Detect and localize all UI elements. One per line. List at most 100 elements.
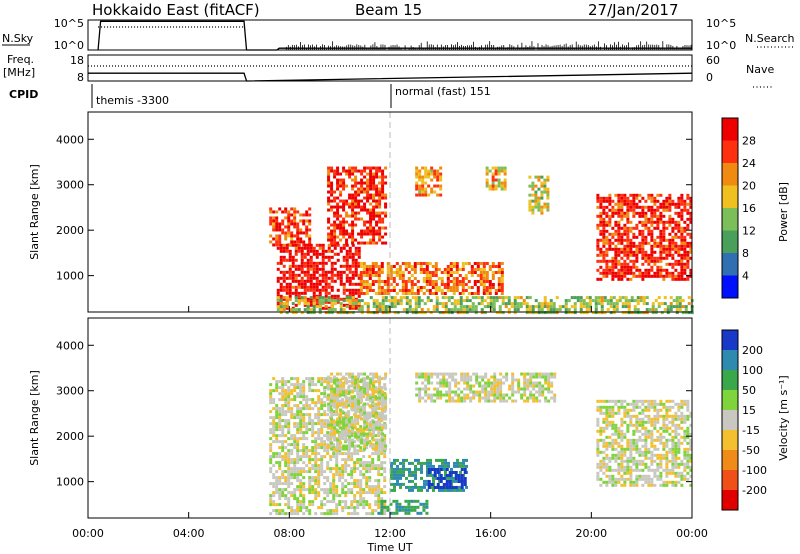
velocity-cell [281,380,285,384]
power-cell [309,258,313,262]
velocity-cell [650,462,654,466]
power-cell [375,311,379,315]
power-cell [470,268,474,271]
power-cell [671,220,675,224]
power-cell [665,208,669,212]
velocity-cell [287,437,291,441]
velocity-cell [608,474,612,478]
velocity-cell [390,461,393,465]
velocity-cell [296,440,300,444]
power-cell [479,274,483,277]
power-cell [458,268,462,271]
power-cell [369,196,373,200]
power-cell [351,208,355,212]
velocity-cell [641,432,645,436]
power-cell [494,184,498,188]
power-cell [336,258,340,262]
power-cell [290,231,294,235]
velocity-cell [278,509,282,513]
velocity-cell [365,485,369,489]
velocity-cell [272,425,276,429]
velocity-cell [353,506,357,510]
velocity-cell [362,467,366,471]
power-cell [369,238,373,242]
power-cell [425,265,429,268]
power-cell [393,305,397,309]
power-cell [351,193,355,197]
power-cell [636,311,640,315]
power-cell [336,187,340,191]
power-cell [510,305,514,309]
velocity-cell [448,480,452,483]
velocity-cell [359,497,363,501]
power-cell [678,299,682,303]
velocity-cell [372,438,376,442]
power-cell [330,270,334,274]
velocity-cell [348,375,352,379]
power-cell [324,261,328,265]
velocity-cell [362,497,366,501]
power-cell [479,268,483,271]
power-cell [417,302,421,306]
power-cell [602,226,606,230]
power-cell [647,226,651,230]
power-cell [686,262,690,266]
velocity-cell [293,512,297,516]
power-cell [327,175,331,179]
velocity-cell [371,509,375,513]
power-cell [327,296,331,300]
velocity-cell [329,509,333,513]
velocity-cell [323,392,327,396]
velocity-cell [323,470,327,474]
velocity-cell [656,468,660,472]
power-cell [599,247,603,251]
power-cell [360,172,364,176]
power-cell [531,305,535,309]
velocity-cell [344,464,348,468]
power-cell [638,229,642,233]
nsearch-label: N.Search [745,32,795,45]
power-cell [306,276,310,280]
power-cell [339,305,343,309]
velocity-cell [617,429,621,433]
velocity-cell [278,467,282,471]
power-cell [635,202,639,206]
velocity-cell [305,413,309,417]
velocity-cell [269,395,273,399]
power-cell [638,232,642,236]
power-cell [602,232,606,236]
velocity-cell [626,423,630,427]
power-cell [633,311,637,315]
velocity-cell [314,488,318,492]
velocity-cell [275,455,279,459]
velocity-cell [293,443,297,447]
velocity-cell [647,405,651,409]
velocity-cell [278,455,282,459]
velocity-cell [404,508,408,512]
power-cell [549,311,553,315]
power-cell [275,234,279,238]
power-cell [605,205,609,209]
power-cell [531,187,535,191]
power-cell [641,244,645,248]
power-cell [641,232,645,236]
power-cell [321,306,325,310]
velocity-cell [371,377,375,381]
velocity-cell [278,407,282,411]
velocity-cell [626,465,630,469]
velocity-cell [375,414,379,418]
power-cell [683,226,687,230]
velocity-cell [287,407,291,411]
velocity-cell [339,441,343,445]
power-cell [681,311,685,315]
velocity-cell [275,425,279,429]
power-cell [614,229,618,233]
velocity-cell [439,474,443,477]
velocity-cell [269,467,273,471]
power-cell [336,294,340,298]
power-cell [378,169,382,173]
power-cell [602,238,606,242]
velocity-cell [359,491,363,495]
velocity-cell [420,488,423,492]
velocity-cell [383,470,387,474]
